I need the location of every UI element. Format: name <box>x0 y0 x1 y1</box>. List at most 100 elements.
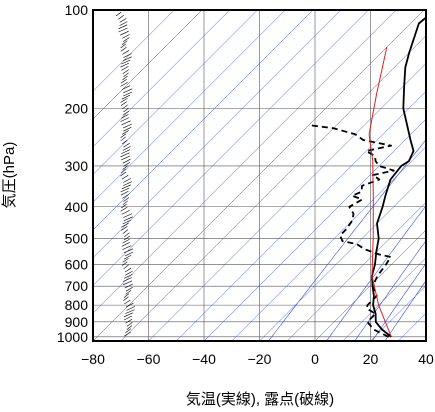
wind-barb <box>120 152 130 158</box>
wind-barb <box>125 309 135 314</box>
wind-barb <box>121 184 131 190</box>
wind-barb <box>120 133 127 138</box>
wind-barb <box>122 34 130 39</box>
wind-barb <box>123 213 133 218</box>
mixing-ratio-line <box>371 262 426 341</box>
wind-barb <box>120 171 127 177</box>
wind-barb <box>121 155 131 161</box>
x-tick-label: 0 <box>311 351 319 367</box>
wind-barb <box>121 114 129 119</box>
y-tick-label: 600 <box>65 256 89 272</box>
wind-barb <box>125 290 132 295</box>
wind-barb <box>120 46 127 52</box>
wind-barb <box>125 328 131 334</box>
wind-barb <box>122 104 128 110</box>
wind-barb <box>124 299 131 305</box>
x-tick-label: −60 <box>137 351 161 367</box>
wind-barb <box>119 18 127 23</box>
isotherm-line <box>287 201 426 341</box>
y-tick-label: 100 <box>65 2 89 18</box>
wind-barb <box>122 229 129 234</box>
wind-barb <box>121 120 131 126</box>
wind-barb <box>123 162 131 167</box>
mixing-ratio-line <box>354 240 426 341</box>
wind-barb <box>125 318 133 324</box>
wind-barb <box>121 226 128 231</box>
wind-barb <box>120 101 127 106</box>
grid-layer <box>93 10 426 341</box>
x-tick-label: −40 <box>192 351 216 367</box>
wind-barb <box>122 261 128 266</box>
wind-barbs <box>115 11 136 337</box>
dewpoint-line <box>308 124 395 338</box>
wind-barb <box>126 306 136 311</box>
wind-barb <box>120 136 126 142</box>
wind-barb <box>120 43 126 49</box>
wind-barb <box>125 270 133 276</box>
wind-barb <box>123 72 129 78</box>
wind-barb <box>122 219 132 225</box>
wind-barb <box>124 331 131 337</box>
wind-barb <box>120 82 128 87</box>
wind-barb <box>120 30 129 36</box>
wind-barb <box>122 258 129 263</box>
y-tick-label: 900 <box>65 314 89 330</box>
wind-barb <box>121 59 131 65</box>
wind-barb <box>121 94 130 100</box>
x-tick-labels: −80 −60 −40 −20 0 20 40 <box>81 351 434 367</box>
y-tick-label: 700 <box>65 278 89 294</box>
plot-frame <box>92 9 427 342</box>
mixing-ratio-line <box>384 280 426 341</box>
wind-barb <box>123 312 133 318</box>
wind-barb <box>123 53 132 58</box>
wind-barb <box>123 254 132 260</box>
isotherm-line <box>259 174 426 341</box>
isotherm-line <box>231 146 426 341</box>
isotherm-line <box>176 90 426 341</box>
wind-barb <box>118 14 124 20</box>
isotherm-line <box>148 63 426 341</box>
wind-barb <box>125 286 133 292</box>
isotherm-line <box>93 10 314 231</box>
wind-barb <box>121 130 129 135</box>
x-axis-title: 気温(実線), 露点(破線) <box>186 391 334 408</box>
isotherm-line <box>398 312 426 341</box>
wind-barb <box>125 302 134 308</box>
y-tick-label: 800 <box>65 297 89 313</box>
wind-barb <box>123 142 130 148</box>
wind-barb <box>121 85 131 90</box>
y-tick-label: 1000 <box>57 329 88 345</box>
x-tick-label: −80 <box>81 351 105 367</box>
mixing-ratio-line <box>268 139 426 341</box>
wind-barb <box>123 91 133 97</box>
isotherm-line <box>120 35 426 341</box>
isotherm-line <box>93 10 203 120</box>
wind-barb <box>122 110 129 116</box>
wind-barb <box>123 296 129 302</box>
wind-barb <box>122 146 131 151</box>
wind-barb <box>121 222 129 228</box>
wind-barb <box>122 139 128 145</box>
series-line-red <box>368 47 392 337</box>
wind-barb <box>120 78 127 84</box>
wind-barb <box>120 168 127 174</box>
y-tick-label: 300 <box>65 158 89 174</box>
wind-barb <box>123 88 133 94</box>
mixing-ratio-layer <box>268 139 426 341</box>
wind-barb <box>123 248 134 254</box>
wind-barb <box>122 56 132 62</box>
wind-barb <box>121 66 129 71</box>
isotherm-line <box>93 10 258 175</box>
wind-barb <box>120 206 128 212</box>
y-tick-label: 200 <box>65 100 89 116</box>
wind-barb <box>126 322 133 327</box>
wind-barb <box>122 50 130 55</box>
wind-barb <box>120 187 130 193</box>
wind-barb <box>121 174 129 180</box>
wind-barb <box>122 69 129 74</box>
wind-barb <box>122 194 129 199</box>
series-layer <box>308 16 426 338</box>
y-tick-label: 500 <box>65 230 89 246</box>
wind-barb <box>119 21 128 26</box>
